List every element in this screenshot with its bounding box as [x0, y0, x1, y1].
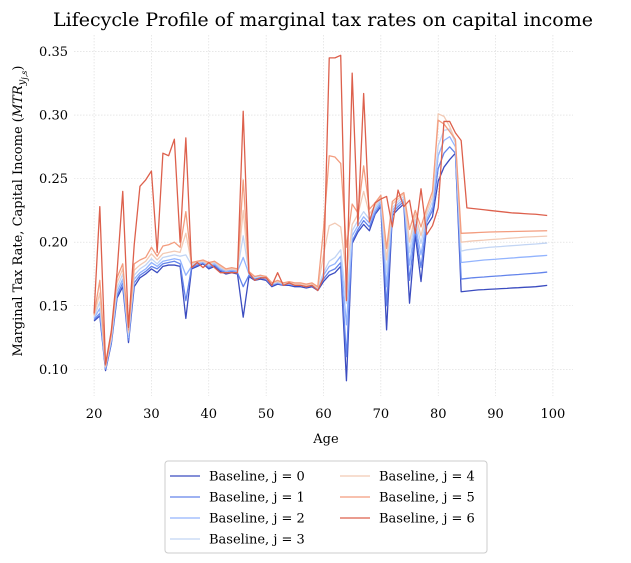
legend-label-j5: Baseline, j = 5 [379, 491, 475, 506]
series-line-j2 [93, 136, 548, 369]
y-tick-label: 0.30 [39, 109, 68, 124]
legend: Baseline, j = 0 Baseline, j = 1 Baseline, … [164, 460, 488, 554]
x-tick-label: 50 [258, 407, 275, 422]
y-axis-label-sub-js: j,s [20, 71, 29, 82]
x-axis-ticks: 20 30 40 50 60 70 80 90 100 [86, 407, 566, 422]
y-tick-label: 0.10 [39, 363, 68, 378]
x-tick-label: 40 [201, 407, 218, 422]
legend-label-j4: Baseline, j = 4 [379, 470, 475, 485]
y-axis-ticks: 0.10 0.15 0.20 0.25 0.30 0.35 [39, 45, 68, 378]
series-line-j6 [93, 54, 548, 365]
y-axis-label-sub-y: y [17, 79, 28, 86]
series-line-j4 [93, 113, 548, 368]
series-line-j3 [93, 128, 548, 368]
legend-label-j3: Baseline, j = 3 [209, 533, 305, 548]
y-tick-label: 0.20 [39, 236, 68, 251]
grid [74, 35, 573, 396]
x-tick-label: 90 [487, 407, 504, 422]
x-tick-label: 60 [315, 407, 332, 422]
y-tick-label: 0.35 [39, 45, 68, 60]
y-axis-label: Marginal Tax Rate, Capital Income (MTRyj… [11, 65, 29, 356]
x-axis-label: Age [312, 432, 339, 447]
series-line-j5 [93, 119, 548, 367]
y-axis-label-prefix: Marginal Tax Rate, Capital Income ( [11, 117, 26, 356]
x-tick-label: 30 [143, 407, 160, 422]
y-tick-label: 0.15 [39, 299, 68, 314]
y-tick-label: 0.25 [39, 172, 68, 187]
series-line-j0 [93, 152, 548, 382]
legend-frame [164, 460, 488, 554]
y-axis-label-suffix: ) [11, 65, 26, 70]
y-axis-label-math: MTR [11, 85, 26, 118]
chart-title: Lifecycle Profile of marginal tax rates … [53, 9, 593, 31]
x-tick-label: 20 [86, 407, 103, 422]
legend-label-j2: Baseline, j = 2 [209, 512, 305, 527]
series-layer [93, 54, 548, 382]
legend-label-j0: Baseline, j = 0 [209, 470, 305, 485]
x-tick-label: 80 [430, 407, 447, 422]
legend-label-j6: Baseline, j = 6 [379, 512, 475, 527]
x-tick-label: 70 [373, 407, 390, 422]
legend-label-j1: Baseline, j = 1 [209, 491, 305, 506]
x-tick-label: 100 [541, 407, 566, 422]
